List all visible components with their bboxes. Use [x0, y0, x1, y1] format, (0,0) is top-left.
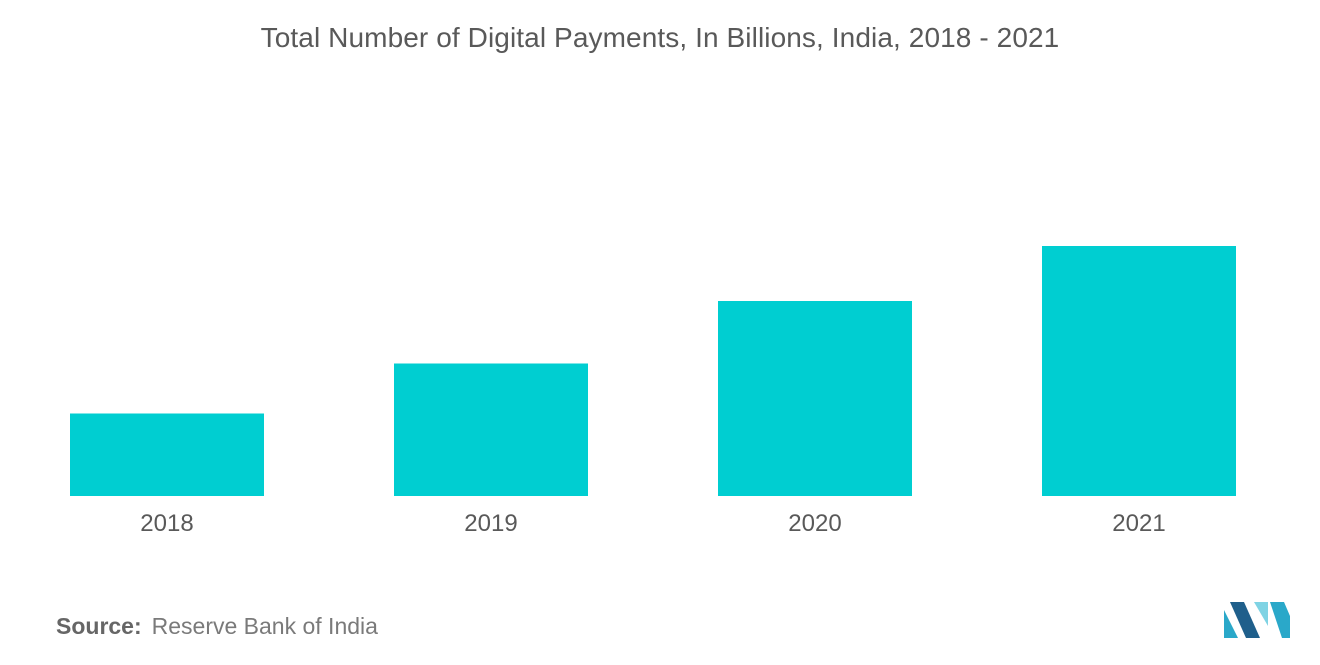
source-text: Reserve Bank of India: [151, 613, 378, 639]
x-tick-label: 2020: [788, 510, 841, 537]
source-note: Source: Reserve Bank of India: [56, 613, 378, 640]
chart-title: Total Number of Digital Payments, In Bil…: [260, 22, 1060, 53]
x-tick-label: 2019: [464, 510, 517, 537]
mordor-intelligence-logo-icon: [1224, 602, 1290, 638]
bar-2021: [1042, 246, 1236, 496]
logo-shape-1: [1224, 610, 1238, 638]
bar-2020: [718, 301, 912, 496]
logo-shape-4: [1270, 602, 1290, 638]
x-tick-label: 2021: [1112, 510, 1165, 537]
bar-2019: [394, 363, 588, 496]
x-axis-ticks: 2018 2019 2020 2021: [140, 510, 1165, 537]
source-label: Source:: [56, 613, 142, 639]
bar-2018: [70, 413, 264, 496]
bars-group: [70, 246, 1236, 496]
logo-shape-2: [1230, 602, 1260, 638]
x-tick-label: 2018: [140, 510, 193, 537]
logo-shape-3: [1254, 602, 1268, 626]
